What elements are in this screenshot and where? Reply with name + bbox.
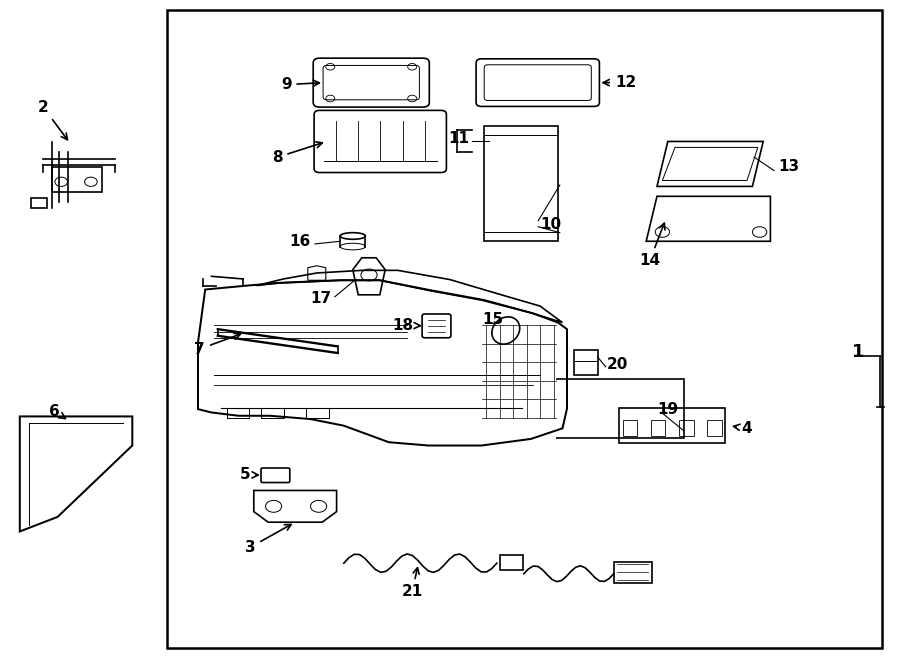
Text: 20: 20	[607, 358, 628, 372]
Bar	[707, 420, 722, 436]
Text: 18: 18	[392, 318, 420, 332]
Bar	[574, 350, 598, 375]
Text: 14: 14	[639, 223, 665, 268]
Text: 7: 7	[194, 333, 240, 356]
Bar	[484, 126, 558, 241]
Text: 1: 1	[852, 342, 865, 361]
Text: 13: 13	[778, 159, 799, 174]
Bar	[680, 420, 694, 436]
Text: 15: 15	[482, 313, 504, 327]
Text: 17: 17	[310, 292, 331, 306]
Text: 5: 5	[239, 467, 258, 482]
Text: 9: 9	[281, 77, 320, 92]
Bar	[261, 408, 284, 418]
Text: 2: 2	[38, 100, 68, 139]
Bar	[52, 167, 102, 192]
Text: 4: 4	[734, 421, 752, 436]
Bar	[166, 10, 882, 648]
Bar	[31, 198, 47, 208]
Text: 10: 10	[540, 217, 561, 232]
Text: 11: 11	[448, 132, 470, 146]
Bar	[614, 562, 652, 583]
Bar	[500, 555, 523, 570]
Bar	[306, 408, 328, 418]
Text: 8: 8	[272, 142, 322, 165]
Bar	[227, 408, 249, 418]
Text: 3: 3	[245, 524, 291, 555]
Text: 16: 16	[289, 235, 310, 249]
Text: 19: 19	[657, 403, 679, 417]
Text: 12: 12	[603, 75, 636, 90]
Bar	[651, 420, 665, 436]
Bar	[623, 420, 637, 436]
Bar	[619, 408, 725, 443]
Text: 21: 21	[401, 568, 423, 599]
Text: 6: 6	[49, 404, 66, 418]
